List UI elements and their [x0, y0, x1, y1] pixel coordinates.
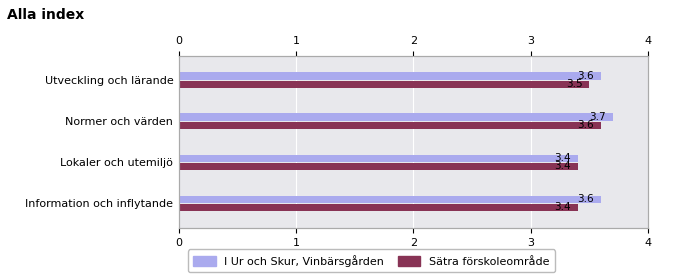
Text: 3.6: 3.6	[577, 71, 594, 81]
Bar	[179, 204, 578, 211]
Text: Alla index: Alla index	[7, 8, 84, 22]
Bar	[179, 195, 601, 203]
Legend: I Ur och Skur, Vinbärsgården, Sätra förskoleområde: I Ur och Skur, Vinbärsgården, Sätra förs…	[188, 249, 555, 272]
Text: 3.5: 3.5	[566, 79, 583, 89]
Text: 3.4: 3.4	[554, 162, 570, 172]
Text: 3.4: 3.4	[554, 202, 570, 212]
Bar	[179, 155, 578, 162]
Text: 3.6: 3.6	[577, 120, 594, 130]
Bar	[179, 81, 589, 88]
Bar	[179, 73, 601, 80]
Text: 3.6: 3.6	[577, 194, 594, 204]
Bar	[179, 113, 613, 121]
Text: 3.7: 3.7	[589, 112, 605, 122]
Bar	[179, 163, 578, 170]
Bar	[179, 122, 601, 129]
Text: 3.4: 3.4	[554, 153, 570, 163]
